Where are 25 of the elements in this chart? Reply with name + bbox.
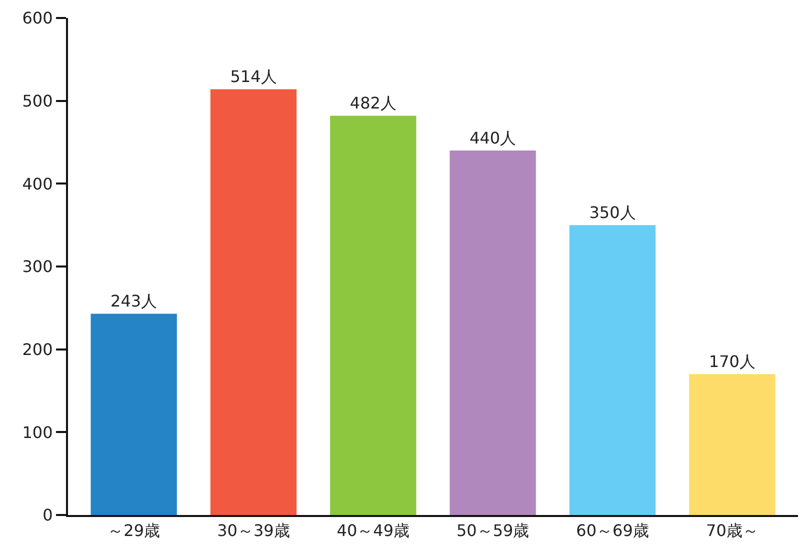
data-label: 170人 <box>708 352 756 372</box>
y-tick-label: 400 <box>22 174 53 194</box>
bar <box>689 374 776 515</box>
y-tick-label: 200 <box>22 340 53 359</box>
x-tick-label: 50～59歳 <box>456 521 530 540</box>
x-tick-label: 40～49歳 <box>336 521 410 540</box>
data-label: 440人 <box>470 128 516 148</box>
data-label: 514人 <box>230 67 277 86</box>
bar <box>569 225 656 515</box>
bar <box>210 89 297 515</box>
x-tick-label: 70歳～ <box>706 521 758 540</box>
bar <box>450 150 536 515</box>
x-tick-label: 30～39歳 <box>217 521 290 540</box>
y-tick-label: 300 <box>22 257 53 276</box>
x-tick-label: ～29歳 <box>108 521 160 540</box>
data-label: 482人 <box>350 94 396 113</box>
data-label: 350人 <box>589 203 636 222</box>
y-tick-label: 100 <box>22 422 53 442</box>
bar <box>90 314 177 515</box>
x-tick-label: 60～69歳 <box>576 521 649 540</box>
bar <box>330 116 416 515</box>
y-tick-label: 0 <box>42 506 53 525</box>
data-label: 243人 <box>110 292 158 311</box>
y-tick-label: 600 <box>22 8 53 28</box>
y-tick-label: 500 <box>22 91 53 110</box>
